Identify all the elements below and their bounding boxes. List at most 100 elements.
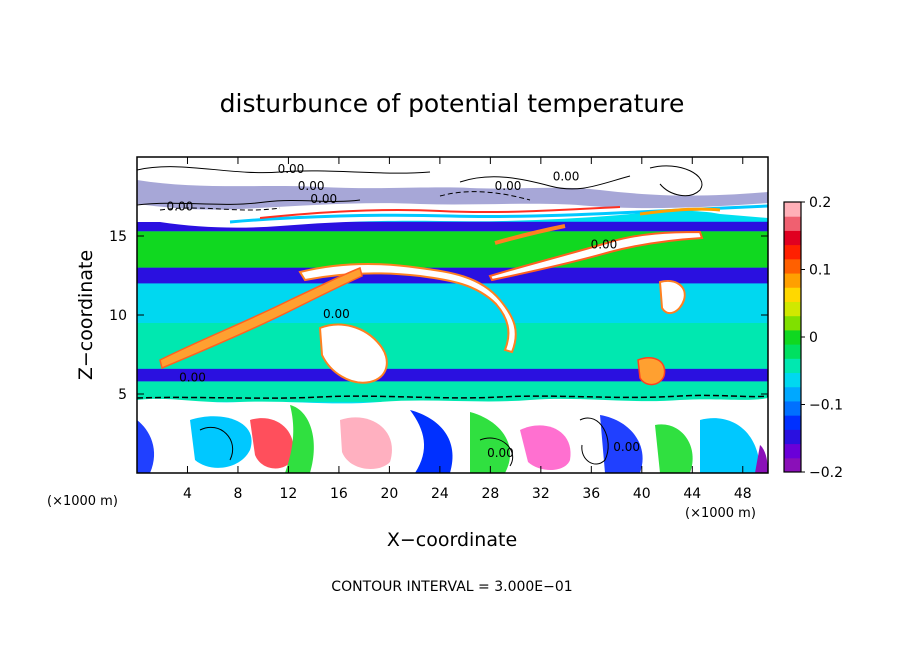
colorbar-swatch [784, 287, 801, 302]
contour-label: 0.00 [487, 446, 514, 460]
colorbar-tick-label: 0.2 [809, 195, 831, 211]
low-layer-dark-line [137, 394, 768, 399]
filament-c [298, 262, 517, 354]
colorbar-swatch [784, 315, 801, 331]
x-tick-label: 48 [734, 486, 752, 502]
x-unit-left: (×1000 m) [47, 494, 118, 509]
filament-d [159, 266, 363, 370]
colorbar-swatch [784, 244, 801, 260]
colorbar-swatch [784, 415, 801, 430]
contour-line-7 [199, 426, 234, 461]
colorbar-swatch [784, 400, 801, 416]
lower-green-1 [285, 405, 314, 473]
contour-label: 0.00 [278, 162, 305, 176]
contour-interval-note: CONTOUR INTERVAL = 3.000E−01 [331, 579, 572, 595]
colorbar-swatch [784, 301, 801, 317]
colorbar-tick-label: 0.1 [809, 263, 831, 279]
chart-title: disturbunce of potential temperature [220, 89, 685, 118]
x-tick-label: 32 [532, 486, 550, 502]
colorbar-swatch [784, 344, 801, 359]
x-tick-label: 20 [380, 486, 398, 502]
lower-blue-4 [600, 415, 643, 473]
field-features [137, 157, 768, 473]
colorbar-swatch [784, 273, 801, 288]
colorbar-swatch [784, 216, 801, 231]
contour-labels: 0.000.000.000.000.000.000.000.000.00 0.00… [167, 162, 640, 460]
colorbar-ticks: 0.2 0.1 0 −0.1 −0.2 [801, 195, 843, 481]
band-1 [137, 381, 768, 402]
colorbar-swatch [784, 429, 801, 445]
blob-1 [318, 323, 388, 384]
contour-label: 0.00 [495, 179, 522, 193]
colorbar-swatch [784, 329, 801, 345]
x-axis-ticks: 4 8 12 16 20 24 28 32 36 40 44 48 [183, 157, 752, 502]
contour-line-5 [137, 199, 361, 206]
lower-pink-1 [340, 417, 392, 469]
colorbar-swatch [784, 358, 801, 374]
contour-line-9 [479, 437, 514, 467]
lower-purple [755, 445, 768, 473]
upper-orange-line [639, 207, 721, 216]
x-tick-label: 36 [582, 486, 600, 502]
lower-green-2 [470, 412, 511, 473]
x-tick-label: 40 [633, 486, 651, 502]
x-tick-label: 28 [481, 486, 499, 502]
contour-line-2 [459, 175, 631, 190]
upper-red-line [259, 206, 621, 219]
heatmap-plot-area: 0.000.000.000.000.000.000.000.000.00 0.00… [137, 157, 768, 473]
colorbar-swatch [784, 258, 801, 274]
contour-label: 0.00 [310, 192, 337, 206]
lower-green-3 [655, 424, 693, 473]
x-tick-label: 12 [280, 486, 298, 502]
colorbar-swatch [784, 457, 801, 473]
colorbar [784, 202, 801, 473]
y-axis-label: Z−coordinate [75, 250, 97, 380]
x-tick-label: 4 [183, 486, 192, 502]
lower-red-1 [250, 418, 294, 469]
x-tick-label: 16 [330, 486, 348, 502]
x-tick-label: 24 [431, 486, 449, 502]
x-tick-label: 44 [683, 486, 701, 502]
blob-2 [658, 280, 686, 315]
contour-line-4 [159, 207, 281, 211]
band-2 [137, 368, 768, 382]
x-tick-label: 8 [233, 486, 242, 502]
contour-label: 0.00 [553, 170, 580, 184]
colorbar-swatch [784, 443, 801, 459]
contour-line-8 [579, 417, 609, 465]
upper-dark-band [137, 180, 768, 210]
colorbar-tick-label: −0.1 [809, 398, 843, 414]
colorbar-tick-label: 0 [809, 330, 818, 346]
contour-label: 0.00 [298, 179, 325, 193]
contour-label: 0.00 [613, 440, 640, 454]
y-tick-label: 15 [109, 229, 127, 245]
upper-cyan-line [229, 204, 768, 224]
lower-magenta [520, 425, 571, 471]
contour-line-6 [649, 165, 703, 197]
colorbar-swatch [784, 372, 801, 388]
y-tick-label: 10 [109, 308, 127, 324]
y-axis-ticks: 5 10 15 [109, 229, 768, 403]
x-axis-label: X−coordinate [387, 529, 517, 551]
y-tick-label: 5 [118, 387, 127, 403]
colorbar-tick-label: −0.2 [809, 465, 843, 481]
contour-line-1 [137, 166, 431, 174]
blob-3 [637, 356, 666, 386]
lower-cyan-1 [700, 418, 760, 473]
band-7 [137, 221, 768, 232]
contour-label: 0.00 [179, 370, 206, 384]
colorbar-swatch [784, 386, 801, 402]
contour-line-3 [439, 191, 531, 201]
x-unit-right: (×1000 m) [685, 506, 756, 521]
colorbar-swatch [784, 230, 801, 246]
lower-blue-2 [190, 416, 252, 468]
filament-a [488, 230, 704, 282]
lower-blue-3 [410, 410, 453, 473]
lower-blue-1 [137, 420, 155, 473]
colorbar-swatch [784, 202, 801, 217]
contour-label: 0.00 [323, 307, 350, 321]
contour-label: 0.00 [167, 200, 194, 214]
filament-b [494, 224, 566, 245]
contour-label: 0.00 [591, 238, 618, 252]
